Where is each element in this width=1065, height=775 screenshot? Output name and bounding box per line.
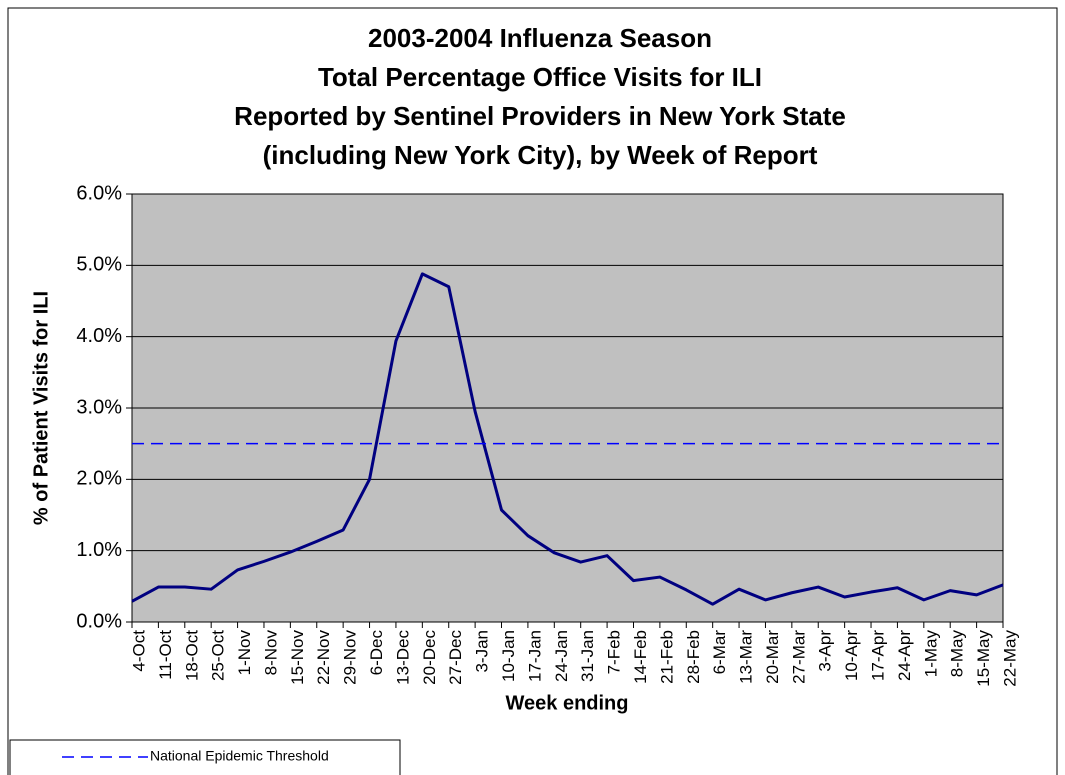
- x-tick-label: 11-Oct: [156, 630, 175, 680]
- x-tick-label: 27-Dec: [446, 630, 465, 685]
- x-tick-label: 6-Dec: [367, 630, 386, 676]
- x-tick-label: 13-Mar: [737, 630, 756, 684]
- x-tick-label: 24-Jan: [552, 630, 571, 682]
- x-tick-label: 28-Feb: [684, 630, 703, 684]
- x-tick-label: 3-Apr: [816, 630, 835, 672]
- x-tick-label: 18-Oct: [182, 630, 201, 681]
- x-tick-label: 6-Mar: [710, 630, 729, 675]
- y-tick-label: 0.0%: [76, 610, 122, 632]
- x-tick-label: 20-Mar: [763, 630, 782, 684]
- x-tick-label: 24-Apr: [895, 630, 914, 681]
- x-tick-label: 15-Nov: [288, 630, 307, 685]
- y-tick-label: 2.0%: [76, 468, 122, 490]
- x-tick-label: 1-May: [921, 630, 940, 678]
- chart-title: (including New York City), by Week of Re…: [263, 140, 818, 170]
- x-tick-label: 4-Oct: [129, 630, 148, 672]
- x-tick-label: 13-Dec: [393, 630, 412, 685]
- chart-title: Reported by Sentinel Providers in New Yo…: [234, 101, 846, 131]
- x-tick-label: 10-Jan: [499, 630, 518, 682]
- legend-box: [9, 739, 401, 775]
- x-tick-label: 15-May: [974, 630, 993, 687]
- y-tick-label: 3.0%: [76, 396, 122, 418]
- x-tick-label: 3-Jan: [473, 630, 492, 673]
- x-tick-label: 20-Dec: [420, 630, 439, 685]
- chart-title: 2003-2004 Influenza Season: [368, 23, 712, 53]
- x-axis-title: Week ending: [506, 692, 629, 714]
- x-tick-label: 22-Nov: [314, 630, 333, 685]
- x-tick-label: 17-Jan: [525, 630, 544, 682]
- x-tick-label: 8-May: [948, 630, 967, 678]
- y-tick-label: 4.0%: [76, 325, 122, 347]
- y-axis-title: % of Patient Visits for ILI: [30, 291, 52, 525]
- y-tick-label: 1.0%: [76, 539, 122, 561]
- x-tick-label: 17-Apr: [869, 630, 888, 681]
- x-tick-label: 8-Nov: [261, 630, 280, 676]
- chart-title: Total Percentage Office Visits for ILI: [318, 62, 762, 92]
- x-tick-label: 25-Oct: [209, 630, 228, 681]
- data-line: [131, 272, 1004, 606]
- x-tick-label: 29-Nov: [341, 630, 360, 685]
- x-tick-label: 7-Feb: [605, 630, 624, 674]
- x-tick-label: 22-May: [1000, 630, 1019, 687]
- x-tick-label: 10-Apr: [842, 630, 861, 681]
- x-tick-label: 1-Nov: [235, 630, 254, 676]
- legend-label: National Epidemic Threshold: [150, 748, 329, 764]
- y-tick-label: 6.0%: [76, 182, 122, 204]
- x-tick-label: 14-Feb: [631, 630, 650, 684]
- x-tick-label: 21-Feb: [657, 630, 676, 684]
- x-tick-label: 31-Jan: [578, 630, 597, 682]
- x-tick-label: 27-Mar: [789, 630, 808, 684]
- y-tick-label: 5.0%: [76, 254, 122, 276]
